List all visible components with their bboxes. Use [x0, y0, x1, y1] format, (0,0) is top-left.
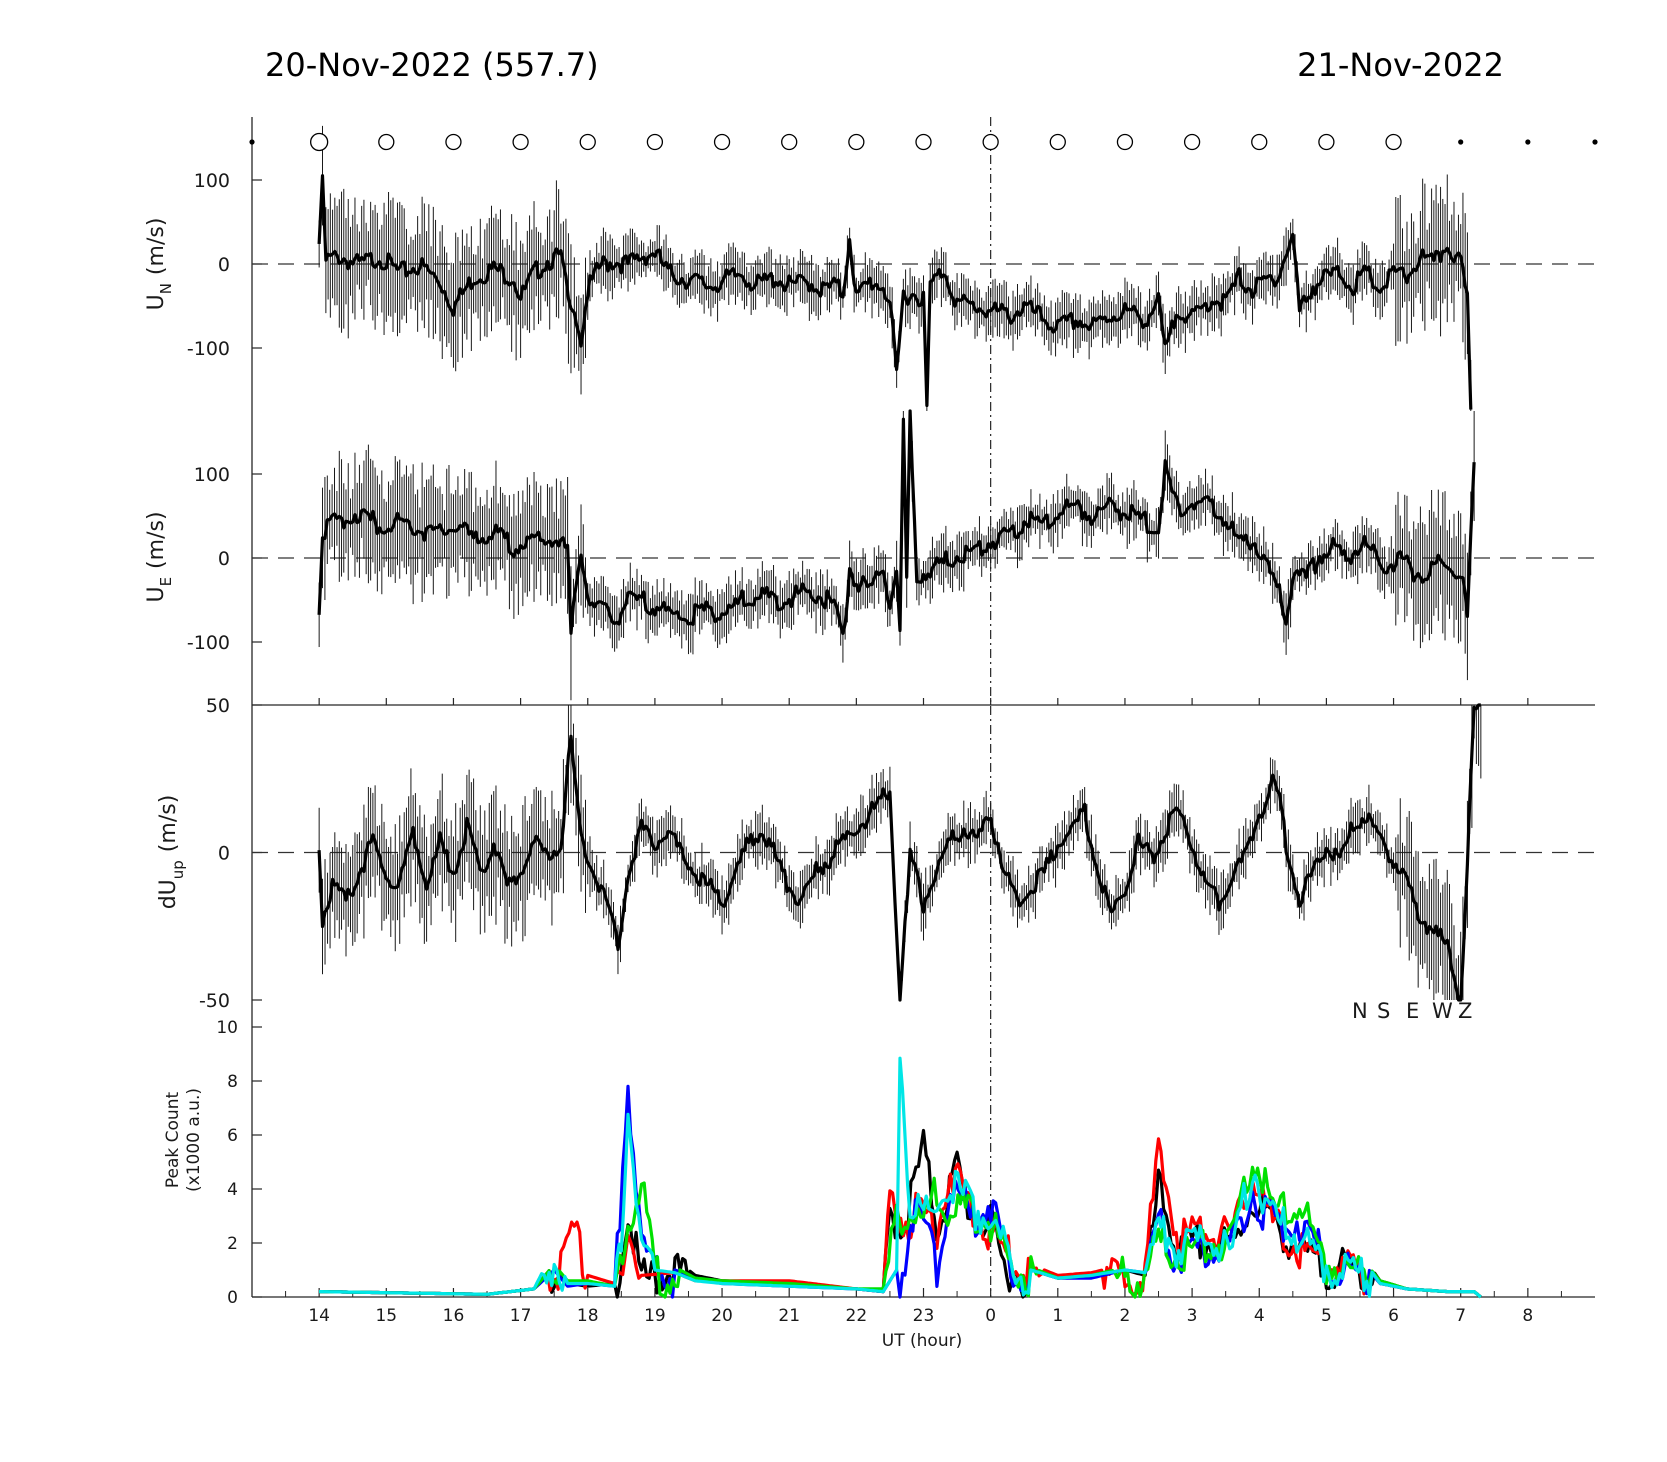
legend-s: S	[1377, 999, 1390, 1023]
legend-z: Z	[1458, 999, 1472, 1023]
xtick-label: 23	[913, 1306, 935, 1326]
legend: N S E W Z	[1352, 999, 1472, 1023]
xtick-label: 16	[443, 1306, 465, 1326]
legend-e: E	[1406, 999, 1419, 1023]
open-circle-marker	[982, 133, 999, 151]
xtick-label: 5	[1321, 1306, 1332, 1326]
xtick-label: 21	[778, 1306, 800, 1326]
xtick-label: 1	[1052, 1306, 1063, 1326]
xtick-label: 22	[846, 1306, 868, 1326]
ytick-label: -50	[199, 990, 230, 1012]
xtick-label: 14	[308, 1306, 330, 1326]
ytick-label: 2	[227, 1234, 238, 1254]
series-line	[317, 409, 1476, 635]
ytick-label: 0	[218, 548, 230, 570]
ytick-label: -100	[187, 632, 230, 654]
ytick-label: 0	[227, 1288, 238, 1308]
ytick-label: 4	[227, 1180, 238, 1200]
open-circle-marker	[781, 133, 798, 151]
open-circle-marker	[646, 133, 664, 151]
open-circle-marker	[1183, 133, 1201, 151]
ytick-label: 100	[194, 170, 230, 192]
open-circle-marker	[1385, 133, 1402, 151]
ytick-label: 50	[206, 695, 230, 717]
open-circle-marker	[579, 133, 596, 151]
xtick-label: 3	[1187, 1306, 1198, 1326]
peak-series-z	[319, 1056, 1482, 1299]
legend-n: N	[1352, 999, 1368, 1023]
ylabel-dup: dUup(m/s)	[156, 795, 187, 910]
dot-marker	[1458, 139, 1464, 145]
ylabel-peak-units: (x1000 a.u.)	[184, 1088, 204, 1192]
series-line	[317, 703, 1481, 1002]
right-date-title: 21-Nov-2022	[1297, 46, 1504, 84]
left-date-title: 20-Nov-2022 (557.7)	[265, 46, 599, 84]
open-circle-marker	[309, 132, 329, 152]
series-line	[317, 174, 1473, 410]
xtick-label: 8	[1522, 1306, 1533, 1326]
dot-marker	[249, 139, 255, 145]
open-circle-marker	[1318, 133, 1335, 151]
ylabel-ue: UE(m/s)	[144, 511, 175, 602]
open-circle-marker	[1251, 133, 1268, 151]
ytick-label: -100	[187, 338, 230, 360]
dot-marker	[1592, 139, 1598, 145]
ytick-label: 10	[216, 1018, 238, 1038]
xtick-label: 7	[1455, 1306, 1466, 1326]
xtick-label: 6	[1388, 1306, 1399, 1326]
open-circle-marker	[1049, 133, 1066, 151]
ytick-label: 100	[194, 464, 230, 486]
dot-marker	[1525, 139, 1531, 145]
open-circle-marker	[512, 133, 529, 151]
ytick-label: 0	[218, 843, 230, 865]
xtick-label: 15	[375, 1306, 397, 1326]
xtick-label: 18	[577, 1306, 599, 1326]
xtick-label: 0	[985, 1306, 996, 1326]
xtick-label: 19	[644, 1306, 666, 1326]
xtick-label: 17	[510, 1306, 532, 1326]
xlabel: UT (hour)	[882, 1331, 962, 1351]
open-circle-marker	[915, 133, 932, 151]
ylabel-peak-count: Peak Count	[163, 1092, 183, 1189]
ytick-label: 8	[227, 1072, 238, 1092]
xtick-label: 2	[1120, 1306, 1131, 1326]
xtick-label: 4	[1254, 1306, 1265, 1326]
xtick-label: 20	[711, 1306, 733, 1326]
ytick-label: 6	[227, 1126, 238, 1146]
open-circle-marker	[848, 133, 865, 151]
ytick-label: 0	[218, 254, 230, 276]
ylabel-un: UN(m/s)	[144, 218, 175, 311]
open-circle-marker	[713, 133, 731, 151]
legend-w: W	[1432, 999, 1453, 1023]
open-circle-marker	[378, 133, 395, 151]
open-circle-marker	[1116, 133, 1134, 151]
open-circle-marker	[445, 133, 462, 151]
